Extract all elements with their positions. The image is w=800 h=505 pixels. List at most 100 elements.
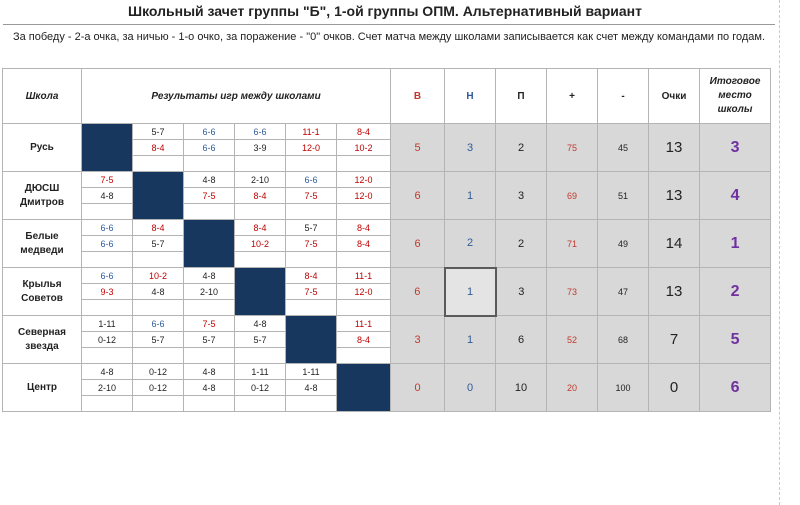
- goals-against-cell[interactable]: 49: [597, 219, 650, 268]
- score-cell[interactable]: 5-7: [285, 219, 337, 236]
- score-cell[interactable]: 11-1: [335, 267, 392, 284]
- school-name-cell[interactable]: Центр: [2, 363, 82, 412]
- goals-against-cell[interactable]: 68: [597, 315, 650, 364]
- score-cell[interactable]: [81, 251, 133, 268]
- score-cell[interactable]: 5-7: [132, 331, 184, 348]
- score-cell[interactable]: 6-6: [81, 219, 133, 236]
- place-cell[interactable]: 3: [699, 123, 772, 172]
- score-cell[interactable]: [335, 299, 392, 316]
- score-cell[interactable]: 8-4: [234, 187, 286, 204]
- losses-cell[interactable]: 10: [495, 363, 548, 412]
- score-cell[interactable]: 12-0: [335, 283, 392, 300]
- score-cell[interactable]: 6-6: [285, 171, 337, 188]
- score-cell[interactable]: 4-8: [183, 267, 235, 284]
- score-cell[interactable]: 11-1: [285, 123, 337, 140]
- place-cell[interactable]: 2: [699, 267, 772, 316]
- score-cell[interactable]: [234, 203, 286, 220]
- score-cell[interactable]: [132, 299, 184, 316]
- header-minus[interactable]: -: [597, 68, 650, 124]
- losses-cell[interactable]: 3: [495, 171, 548, 220]
- score-cell[interactable]: [234, 347, 286, 364]
- points-cell[interactable]: 13: [648, 267, 701, 316]
- score-cell[interactable]: 8-4: [335, 235, 392, 252]
- score-cell[interactable]: [234, 155, 286, 172]
- score-cell[interactable]: [183, 395, 235, 412]
- score-cell[interactable]: [335, 251, 392, 268]
- score-cell[interactable]: 8-4: [335, 219, 392, 236]
- score-cell[interactable]: [183, 347, 235, 364]
- score-cell[interactable]: 4-8: [183, 171, 235, 188]
- score-cell[interactable]: 9-3: [81, 283, 133, 300]
- score-cell[interactable]: 6-6: [183, 139, 235, 156]
- points-cell[interactable]: 0: [648, 363, 701, 412]
- score-cell[interactable]: 4-8: [183, 379, 235, 396]
- score-cell[interactable]: 7-5: [183, 315, 235, 332]
- score-cell[interactable]: [335, 203, 392, 220]
- score-cell[interactable]: [183, 155, 235, 172]
- score-cell[interactable]: 6-6: [183, 123, 235, 140]
- score-cell[interactable]: 0-12: [234, 379, 286, 396]
- score-cell[interactable]: 2-10: [234, 171, 286, 188]
- score-cell[interactable]: [132, 155, 184, 172]
- goals-for-cell[interactable]: 20: [546, 363, 599, 412]
- school-name-cell[interactable]: ДЮСШ Дмитров: [2, 171, 82, 220]
- draws-cell[interactable]: 0: [444, 363, 497, 412]
- goals-against-cell[interactable]: 51: [597, 171, 650, 220]
- points-cell[interactable]: 13: [648, 171, 701, 220]
- score-cell[interactable]: 2-10: [183, 283, 235, 300]
- score-cell[interactable]: 0-12: [132, 379, 184, 396]
- score-cell[interactable]: 1-11: [234, 363, 286, 380]
- losses-cell[interactable]: 2: [495, 123, 548, 172]
- school-name-cell[interactable]: Северная звезда: [2, 315, 82, 364]
- school-name-cell[interactable]: Крылья Советов: [2, 267, 82, 316]
- wins-cell[interactable]: 0: [390, 363, 446, 412]
- wins-cell[interactable]: 3: [390, 315, 446, 364]
- goals-for-cell[interactable]: 52: [546, 315, 599, 364]
- score-cell[interactable]: 12-0: [335, 171, 392, 188]
- score-cell[interactable]: 6-6: [81, 267, 133, 284]
- goals-for-cell[interactable]: 73: [546, 267, 599, 316]
- score-cell[interactable]: 8-4: [234, 219, 286, 236]
- score-cell[interactable]: 0-12: [132, 363, 184, 380]
- score-cell[interactable]: 6-6: [234, 123, 286, 140]
- score-cell[interactable]: 0-12: [81, 331, 133, 348]
- score-cell[interactable]: 12-0: [335, 187, 392, 204]
- losses-cell[interactable]: 2: [495, 219, 548, 268]
- school-name-cell[interactable]: Белые медведи: [2, 219, 82, 268]
- score-cell[interactable]: [81, 395, 133, 412]
- score-cell[interactable]: 7-5: [285, 235, 337, 252]
- score-cell[interactable]: 8-4: [335, 331, 392, 348]
- draws-cell[interactable]: 1: [443, 266, 497, 317]
- score-cell[interactable]: [285, 395, 337, 412]
- score-cell[interactable]: [335, 155, 392, 172]
- school-name-cell[interactable]: Русь: [2, 123, 82, 172]
- score-cell[interactable]: 4-8: [285, 379, 337, 396]
- score-cell[interactable]: 8-4: [132, 219, 184, 236]
- score-cell[interactable]: 10-2: [132, 267, 184, 284]
- score-cell[interactable]: 5-7: [234, 331, 286, 348]
- score-cell[interactable]: 8-4: [335, 123, 392, 140]
- score-cell[interactable]: [183, 203, 235, 220]
- score-cell[interactable]: [285, 251, 337, 268]
- header-wins[interactable]: В: [390, 68, 446, 124]
- score-cell[interactable]: 1-11: [81, 315, 133, 332]
- score-cell[interactable]: 7-5: [183, 187, 235, 204]
- score-cell[interactable]: [81, 347, 133, 364]
- header-plus[interactable]: +: [546, 68, 599, 124]
- score-cell[interactable]: 6-6: [81, 235, 133, 252]
- goals-against-cell[interactable]: 100: [597, 363, 650, 412]
- score-cell[interactable]: [335, 347, 392, 364]
- place-cell[interactable]: 6: [699, 363, 772, 412]
- wins-cell[interactable]: 6: [390, 171, 446, 220]
- score-cell[interactable]: 8-4: [132, 139, 184, 156]
- header-results[interactable]: Результаты игр между школами: [80, 68, 392, 124]
- score-cell[interactable]: 11-1: [335, 315, 392, 332]
- header-draws[interactable]: Н: [444, 68, 497, 124]
- header-place[interactable]: Итоговое место школы: [699, 68, 772, 124]
- score-cell[interactable]: [132, 395, 184, 412]
- score-cell[interactable]: 10-2: [234, 235, 286, 252]
- draws-cell[interactable]: 2: [444, 219, 497, 268]
- score-cell[interactable]: 8-4: [285, 267, 337, 284]
- score-cell[interactable]: 5-7: [183, 331, 235, 348]
- wins-cell[interactable]: 5: [390, 123, 446, 172]
